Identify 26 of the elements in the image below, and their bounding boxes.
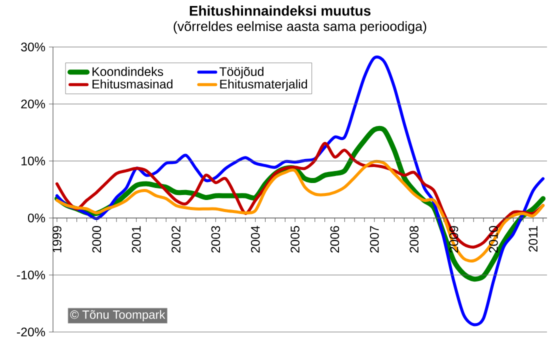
y-tick-label: 10% [22, 156, 46, 166]
x-tick-label: 2001 [132, 226, 141, 253]
x-tick-label: 2007 [370, 226, 379, 253]
chart-title: Ehitushinnaindeksi muutus [190, 6, 370, 16]
legend-label: Ehitusmasinad [92, 79, 172, 89]
x-tick-label: 2010 [489, 226, 498, 253]
y-tick-label: 0% [28, 214, 46, 222]
y-tick-label: -20% [16, 328, 46, 336]
x-tick-label: 1999 [52, 226, 62, 252]
x-tick-label: 2009 [449, 226, 458, 253]
y-tick-label: 20% [21, 100, 46, 108]
chart-subtitle: (võrreldes eelmise aasta sama perioodiga) [174, 21, 426, 34]
y-tick-label: 30% [21, 42, 46, 52]
annotation: © Tõnu Toompark [70, 310, 166, 322]
x-tick-label: 2011 [528, 226, 538, 252]
x-tick-label: 2004 [250, 226, 260, 253]
x-tick-label: 2002 [172, 226, 180, 253]
legend-label: Koondindeks [92, 66, 164, 76]
legend-label: Tööjõud [220, 66, 264, 78]
x-tick-label: 2005 [290, 226, 300, 253]
x-tick-label: 2008 [410, 226, 418, 253]
x-tick-label: 2006 [330, 226, 340, 253]
x-tick-label: 2003 [211, 226, 220, 253]
x-tick-label: 2000 [92, 226, 102, 253]
legend-label: Ehitusmaterjalid [220, 79, 308, 91]
y-tick-label: -10% [16, 270, 46, 280]
